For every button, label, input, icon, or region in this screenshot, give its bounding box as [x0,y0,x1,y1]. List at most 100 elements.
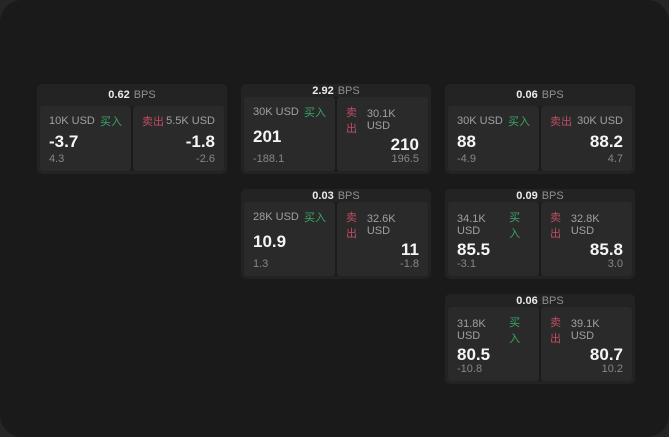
sell-side-label: 卖出 [550,212,561,240]
buy-amount: 30K USD [457,115,503,127]
buy-cell[interactable]: 30K USD 买入 201 -188.1 [244,97,335,171]
sell-sub-value: 3.0 [607,258,623,270]
card-header: 0.06 BPS [448,84,632,106]
buy-cell-top: 10K USD 买入 [49,113,122,129]
buy-sub-value: -4.9 [457,153,476,165]
buy-cell-top: 34.1K USD 买入 [457,209,530,241]
buy-price: 201 [253,127,282,146]
buy-cell[interactable]: 31.8K USD 买入 80.5 -10.8 [448,307,539,381]
buy-price: 80.5 [457,345,491,364]
sell-side-label: 卖出 [142,116,164,128]
buy-sub-value: -188.1 [253,153,285,165]
sell-amount: 32.6K USD [366,213,396,237]
sell-cell-top: 卖出 30.1K USD [346,104,419,136]
sell-price: 85.8 [589,240,623,259]
buy-price: 10.9 [253,232,287,251]
bps-unit-label: BPS [133,89,156,101]
sell-cell[interactable]: 卖出 32.8K USD 85.8 3.0 [541,202,632,276]
sell-sub-value: -2.6 [196,153,215,165]
buy-amount: 28K USD [253,211,299,223]
quote-cells: 34.1K USD 买入 85.5 -3.1 卖出 32.8K USD 85.8… [448,202,632,276]
buy-sub-value: 1.3 [253,258,269,270]
buy-side-label: 买入 [304,107,326,119]
quote-card: 0.06 BPS 30K USD 买入 88 -4.9 卖出 30K USD 8… [445,84,635,174]
sell-cell[interactable]: 卖出 30.1K USD 210 196.5 [337,97,428,171]
buy-sub-value: 4.3 [49,153,65,165]
quote-cells: 31.8K USD 买入 80.5 -10.8 卖出 39.1K USD 80.… [448,307,632,381]
sell-price: 88.2 [589,131,623,151]
bps-value: 0.03 [312,189,334,202]
sell-cell[interactable]: 卖出 32.6K USD 11 -1.8 [337,202,428,276]
buy-amount: 10K USD [49,115,95,127]
buy-sub-value: -3.1 [457,258,476,270]
buy-cell[interactable]: 30K USD 买入 88 -4.9 [448,106,539,171]
buy-amount: 31.8K USD [457,318,486,342]
buy-side-label: 买入 [304,212,326,224]
bps-value: 0.06 [516,89,538,101]
sell-side-label: 卖出 [346,107,357,135]
sell-side-label: 卖出 [346,212,357,240]
buy-price: 85.5 [457,240,491,259]
quote-cells: 28K USD 买入 10.9 1.3 卖出 32.6K USD 11 -1.8 [244,202,428,276]
sell-amount: 30K USD [577,115,623,127]
buy-price: 88 [457,131,476,151]
sell-cell-top: 卖出 32.8K USD [550,209,623,241]
sell-sub-value: 196.5 [391,153,419,165]
sell-side-label: 卖出 [550,116,572,128]
quote-card: 0.06 BPS 31.8K USD 买入 80.5 -10.8 卖出 39.1… [445,294,635,384]
sell-sub-value: 4.7 [607,153,623,165]
buy-cell-top: 28K USD 买入 [253,209,326,225]
buy-amount: 30K USD [253,106,299,118]
sell-price: 11 [401,240,419,259]
card-header: 0.62 BPS [40,84,224,106]
bps-unit-label: BPS [541,89,564,101]
buy-cell-top: 30K USD 买入 [253,104,326,120]
buy-side-label: 买入 [100,116,122,128]
quote-cells: 10K USD 买入 -3.7 4.3 卖出 5.5K USD -1.8 -2.… [40,106,224,171]
sell-cell-top: 卖出 5.5K USD [142,113,215,129]
quote-card: 0.62 BPS 10K USD 买入 -3.7 4.3 卖出 5.5K USD… [37,84,227,174]
sell-sub-value: 10.2 [601,363,623,375]
bps-value: 0.09 [516,189,538,202]
buy-cell-top: 31.8K USD 买入 [457,314,530,346]
quote-card: 0.03 BPS 28K USD 买入 10.9 1.3 卖出 32.6K US… [241,189,431,279]
bps-unit-label: BPS [541,294,564,307]
bps-value: 0.06 [516,294,538,307]
bps-value: 2.92 [312,84,334,97]
sell-amount: 30.1K USD [366,108,396,132]
quote-cells: 30K USD 买入 88 -4.9 卖出 30K USD 88.2 4.7 [448,106,632,171]
card-header: 2.92 BPS [244,84,428,97]
sell-sub-value: -1.8 [400,258,419,270]
buy-cell[interactable]: 10K USD 买入 -3.7 4.3 [40,106,131,171]
card-header: 0.06 BPS [448,294,632,307]
sell-cell[interactable]: 卖出 5.5K USD -1.8 -2.6 [133,106,224,171]
sell-price: -1.8 [185,131,215,151]
cards-grid: 0.62 BPS 10K USD 买入 -3.7 4.3 卖出 5.5K USD… [37,84,635,384]
buy-side-label: 买入 [509,212,521,240]
bps-value: 0.62 [108,89,130,101]
buy-cell[interactable]: 34.1K USD 买入 85.5 -3.1 [448,202,539,276]
sell-cell-top: 卖出 39.1K USD [550,314,623,346]
buy-sub-value: -10.8 [457,363,483,375]
buy-side-label: 买入 [509,317,521,345]
buy-cell[interactable]: 28K USD 买入 10.9 1.3 [244,202,335,276]
card-header: 0.09 BPS [448,189,632,202]
card-header: 0.03 BPS [244,189,428,202]
bps-unit-label: BPS [541,189,564,202]
quote-card: 2.92 BPS 30K USD 买入 201 -188.1 卖出 30.1K … [241,84,431,174]
sell-amount: 39.1K USD [570,318,600,342]
sell-side-label: 卖出 [550,317,561,345]
bps-unit-label: BPS [337,189,360,202]
sell-amount: 32.8K USD [570,213,600,237]
sell-price: 210 [390,135,419,154]
sell-cell[interactable]: 卖出 39.1K USD 80.7 10.2 [541,307,632,381]
sell-price: 80.7 [589,345,623,364]
quote-cells: 30K USD 买入 201 -188.1 卖出 30.1K USD 210 1… [244,97,428,171]
quote-card: 0.09 BPS 34.1K USD 买入 85.5 -3.1 卖出 32.8K… [445,189,635,279]
sell-cell[interactable]: 卖出 30K USD 88.2 4.7 [541,106,632,171]
buy-cell-top: 30K USD 买入 [457,113,530,129]
buy-price: -3.7 [49,131,79,151]
buy-side-label: 买入 [508,116,530,128]
sell-cell-top: 卖出 32.6K USD [346,209,419,241]
